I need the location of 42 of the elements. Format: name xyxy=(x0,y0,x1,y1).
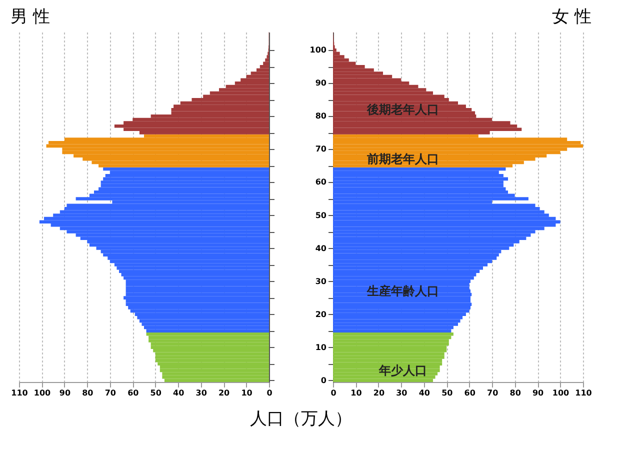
x-axis-title: 人口（万人） xyxy=(250,409,352,429)
x-tick-label: 20 xyxy=(218,388,230,398)
x-tick-label: 40 xyxy=(418,388,430,398)
x-tick-label: 110 xyxy=(575,388,592,398)
y-tick-label: 60 xyxy=(315,178,327,187)
series-label: 生産年齢人口 xyxy=(366,284,439,298)
y-tick-label: 50 xyxy=(315,210,327,220)
x-tick-label: 30 xyxy=(396,388,408,398)
y-tick-label: 100 xyxy=(310,46,327,55)
x-tick-label: 10 xyxy=(350,388,362,398)
x-tick-label: 70 xyxy=(487,388,499,398)
series-label: 年少人口 xyxy=(378,363,427,378)
x-tick-label: 0 xyxy=(330,388,337,398)
chart-title: 男 性 xyxy=(10,7,50,27)
x-tick-label: 30 xyxy=(196,388,208,398)
x-tick-label: 60 xyxy=(128,388,140,398)
x-tick-label: 80 xyxy=(82,388,94,398)
x-tick-label: 10 xyxy=(241,388,253,398)
x-tick-label: 80 xyxy=(510,388,522,398)
x-tick-label: 90 xyxy=(59,388,71,398)
y-tick-label: 30 xyxy=(315,276,327,286)
x-tick-label: 100 xyxy=(552,388,570,398)
chart-title: 女 性 xyxy=(552,7,592,27)
series-label: 前期老年人口 xyxy=(366,152,439,166)
y-tick-label: 10 xyxy=(315,342,327,352)
x-tick-label: 100 xyxy=(34,388,52,398)
y-tick-label: 70 xyxy=(315,144,327,154)
x-tick-label: 70 xyxy=(104,388,116,398)
y-tick-label: 90 xyxy=(315,78,327,88)
x-tick-label: 0 xyxy=(266,388,273,398)
x-tick-label: 60 xyxy=(464,388,476,398)
x-tick-label: 20 xyxy=(373,388,385,398)
x-tick-label: 90 xyxy=(532,388,544,398)
series-label: 後期老年人口 xyxy=(366,102,439,117)
x-tick-label: 40 xyxy=(173,388,185,398)
y-tick-label: 80 xyxy=(315,112,327,121)
y-tick-label: 40 xyxy=(315,244,327,253)
y-tick-label: 20 xyxy=(315,310,327,319)
x-tick-label: 50 xyxy=(442,388,454,398)
y-tick-label: 0 xyxy=(320,376,327,385)
x-tick-label: 110 xyxy=(11,388,28,398)
x-tick-label: 50 xyxy=(150,388,162,398)
